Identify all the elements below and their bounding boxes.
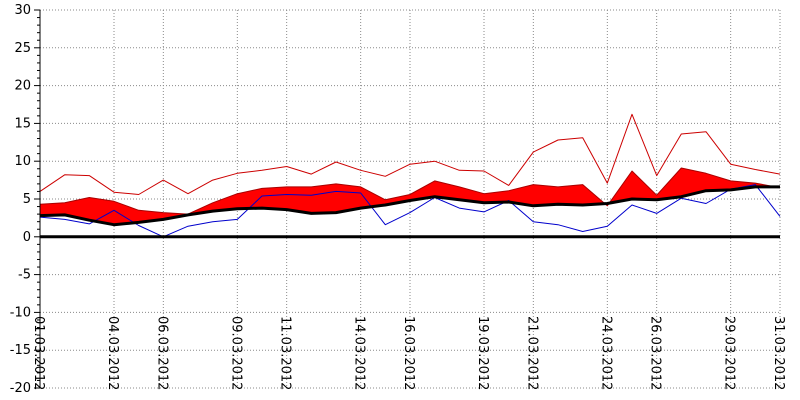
axes xyxy=(34,9,780,389)
x-tick-labels: 01.03.2012 04.03.2012 06.03.2012 09.03.2012… xyxy=(31,316,786,390)
x-tick-label: 31.03.2012 xyxy=(771,316,786,390)
y-tick-label: 15 xyxy=(14,116,31,131)
y-tick-label: 5 xyxy=(23,192,31,207)
normal-line xyxy=(39,185,780,227)
y-tick-label: 20 xyxy=(14,79,31,94)
x-tick-label: 29.03.2012 xyxy=(722,316,737,390)
x-tick-label: 24.03.2012 xyxy=(598,316,613,390)
x-tick-label: 11.03.2012 xyxy=(278,316,293,390)
x-tick-label: 01.03.2012 xyxy=(31,316,46,390)
y-tick-label: 0 xyxy=(23,230,31,245)
above-normal-area xyxy=(40,168,776,225)
mean-upper-line xyxy=(39,167,781,215)
x-tick-label: 16.03.2012 xyxy=(401,316,416,390)
y-tick-label: -15 xyxy=(10,343,31,358)
x-tick-label: 14.03.2012 xyxy=(352,316,367,390)
x-tick-label: 06.03.2012 xyxy=(154,316,169,390)
y-tick-label: 25 xyxy=(14,41,31,56)
y-tick-label: -20 xyxy=(10,381,31,396)
x-tick-label: 26.03.2012 xyxy=(648,316,663,390)
y-tick-label: -5 xyxy=(18,268,31,283)
x-tick-label: 09.03.2012 xyxy=(228,316,243,390)
y-tick-label: 10 xyxy=(14,154,31,169)
y-tick-label: -10 xyxy=(10,305,31,320)
y-tick-labels: 30 25 20 15 10 5 0 -5 -10 -15 -20 xyxy=(10,3,31,396)
daily-max-line xyxy=(39,113,781,195)
area-fills xyxy=(40,168,780,225)
y-tick-label: 30 xyxy=(14,3,31,18)
x-tick-label: 19.03.2012 xyxy=(475,316,490,390)
x-tick-label: 04.03.2012 xyxy=(105,316,120,390)
x-tick-label: 21.03.2012 xyxy=(524,316,539,390)
